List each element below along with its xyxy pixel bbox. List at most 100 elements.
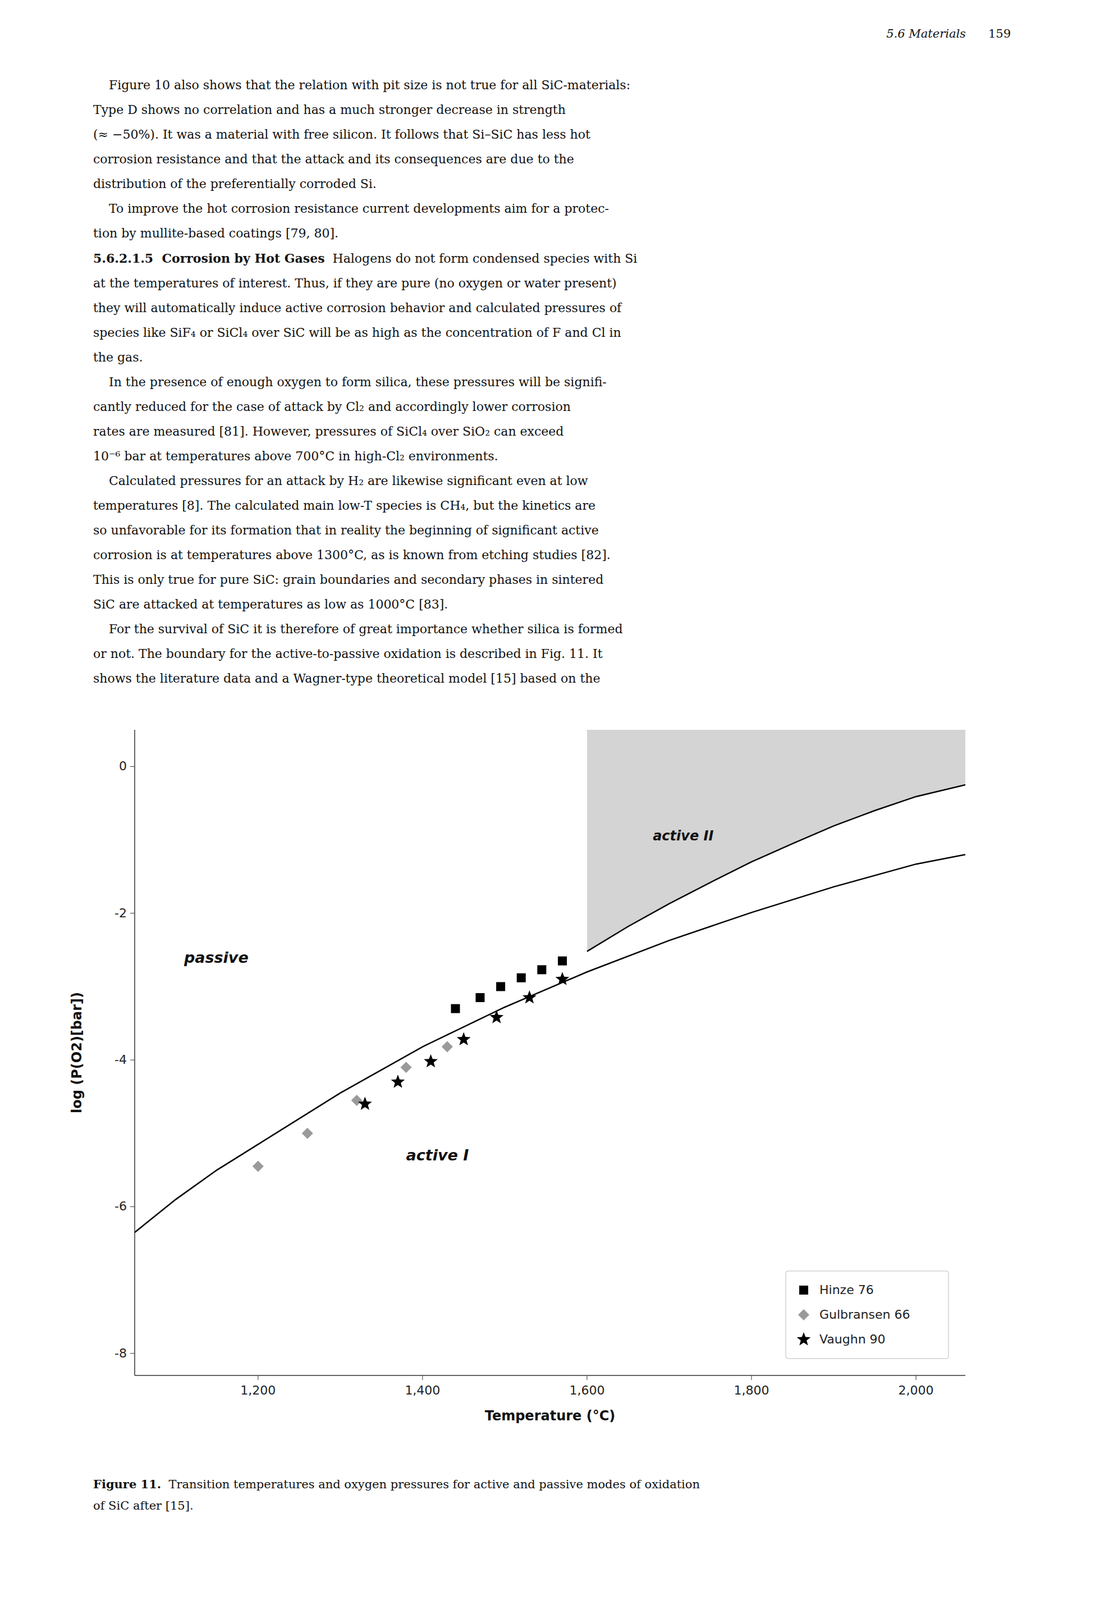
data-point [450, 1004, 460, 1014]
text-line: at the temperatures of interest. Thus, i… [93, 271, 1014, 296]
y-axis-line [134, 729, 136, 1376]
text-piece: SiC are attacked at temperatures as low … [93, 597, 448, 612]
text-line: To improve the hot corrosion resistance … [93, 196, 1014, 222]
text-line: rates are measured [81]. However, pressu… [93, 419, 1014, 444]
text-piece: (≈ −50%). It was a material with free si… [93, 127, 591, 142]
x-tick [422, 1375, 423, 1380]
text-line: 10⁻⁶ bar at temperatures above 700°C in … [93, 443, 1014, 469]
text-line: they will automatically induce active co… [93, 295, 1014, 321]
y-tick [130, 766, 135, 767]
text-piece: Calculated pressures for an attack by H₂… [93, 473, 589, 488]
x-tick [915, 1375, 917, 1380]
data-point [351, 1094, 363, 1106]
text-piece: so unfavorable for its formation that in… [93, 523, 599, 538]
text-line: Figure 11. Transition temperatures and o… [93, 1473, 1014, 1495]
data-point [358, 1096, 373, 1110]
data-point [456, 1031, 471, 1046]
text-piece: species like SiF₄ or SiCl₄ over SiC will… [93, 325, 622, 340]
x-axis-label: Temperature (°C) [484, 1407, 616, 1424]
text-line: corrosion resistance and that the attack… [93, 147, 1014, 172]
text-piece: This is only true for pure SiC: grain bo… [93, 572, 604, 587]
text-line: Figure 10 also shows that the relation w… [93, 72, 1014, 98]
legend-label: Hinze 76 [819, 1282, 874, 1297]
region-label: active II [652, 827, 714, 844]
data-point [301, 1127, 314, 1139]
y-tick-label: -2 [114, 905, 127, 920]
chart: 1,2001,4001,6001,8002,0000-2-4-6-8Temper… [0, 701, 1095, 1465]
axes: 1,2001,4001,6001,8002,0000-2-4-6-8 [114, 729, 966, 1397]
text-line: of SiC after [15]. [93, 1494, 1014, 1516]
text-piece: For the survival of SiC it is therefore … [93, 621, 623, 636]
boundary-curve [134, 854, 966, 1232]
x-tick [586, 1375, 588, 1380]
y-tick-label: 0 [118, 758, 127, 773]
page-number: 159 [988, 26, 1011, 41]
page: 5.6 Materials159 Figure 10 also shows th… [0, 0, 1095, 1600]
data-point [475, 992, 485, 1002]
text-line: SiC are attacked at temperatures as low … [93, 592, 1014, 617]
text-line: cantly reduced for the case of attack by… [93, 394, 1014, 420]
x-tick-label: 1,400 [404, 1382, 441, 1397]
text-line: corrosion is at temperatures above 1300°… [93, 542, 1014, 568]
text-piece: 10⁻⁶ bar at temperatures above 700°C in … [93, 449, 499, 464]
data-point [441, 1041, 453, 1053]
y-tick-label: -6 [114, 1198, 127, 1213]
text-piece: corrosion resistance and that the attack… [93, 152, 575, 167]
shaded-region [587, 729, 966, 952]
text-piece: of SiC after [15]. [93, 1498, 194, 1513]
text-line: For the survival of SiC it is therefore … [93, 616, 1014, 642]
text-piece: or not. The boundary for the active-to-p… [93, 646, 603, 661]
data-point [496, 981, 506, 991]
y-axis-label: log (P(O2)[bar]) [69, 991, 85, 1113]
text-line: temperatures [8]. The calculated main lo… [93, 493, 1014, 519]
text-line: the gas. [93, 345, 1014, 370]
text-piece: rates are measured [81]. However, pressu… [93, 424, 564, 439]
legend-marker [799, 1285, 809, 1295]
text-piece: Transition temperatures and oxygen press… [161, 1477, 700, 1491]
x-axis-line [134, 1374, 966, 1376]
data-point [252, 1160, 264, 1172]
page-header: 5.6 Materials159 [863, 26, 1011, 41]
legend-marker [798, 1308, 810, 1321]
text-piece: In the presence of enough oxygen to form… [93, 374, 607, 389]
region-label: active I [406, 1146, 470, 1164]
data-point [516, 973, 526, 983]
x-tick [257, 1375, 259, 1380]
legend-label: Vaughn 90 [819, 1331, 886, 1346]
x-tick-label: 2,000 [898, 1382, 934, 1397]
text-line: (≈ −50%). It was a material with free si… [93, 122, 1014, 148]
text-line: In the presence of enough oxygen to form… [93, 369, 1014, 395]
text-line: This is only true for pure SiC: grain bo… [93, 567, 1014, 593]
text-line: distribution of the preferentially corro… [93, 171, 1014, 197]
text-piece: Figure 11. [93, 1476, 162, 1491]
text-piece: at the temperatures of interest. Thus, i… [93, 276, 617, 291]
data-point [522, 990, 537, 1004]
caption: Figure 11. Transition temperatures and o… [93, 1473, 1014, 1516]
plot-area [134, 729, 966, 1232]
text-line: shows the literature data and a Wagner-t… [93, 666, 1014, 691]
text-line: so unfavorable for its formation that in… [93, 518, 1014, 543]
y-tick [130, 1206, 135, 1207]
text-piece: Type D shows no correlation and has a mu… [93, 102, 566, 117]
data-point [400, 1061, 412, 1073]
x-tick-label: 1,600 [569, 1382, 605, 1397]
x-tick-label: 1,200 [240, 1382, 276, 1397]
text-piece: distribution of the preferentially corro… [93, 176, 377, 191]
x-tick [751, 1375, 753, 1380]
data-point [537, 964, 547, 974]
page-body: Figure 10 also shows that the relation w… [93, 72, 1014, 691]
text-piece: To improve the hot corrosion resistance … [93, 201, 609, 216]
boundary-curve [587, 784, 966, 952]
text-line: Calculated pressures for an attack by H₂… [93, 468, 1014, 494]
text-line: tion by mullite-based coatings [79, 80]. [93, 221, 1014, 246]
data-point [391, 1074, 406, 1088]
text-piece: Halogens do not form condensed species w… [324, 251, 638, 266]
text-piece: temperatures [8]. The calculated main lo… [93, 498, 596, 513]
text-line: 5.6.2.1.5 Corrosion by Hot Gases Halogen… [93, 245, 1014, 272]
y-tick [130, 1059, 135, 1061]
text-piece: they will automatically induce active co… [93, 300, 622, 315]
legend-label: Gulbransen 66 [819, 1307, 910, 1322]
text-piece: shows the literature data and a Wagner-t… [93, 671, 601, 686]
y-tick [130, 1352, 135, 1354]
legend: Hinze 76 Gulbransen 66 Vaughn 90 [785, 1270, 949, 1359]
